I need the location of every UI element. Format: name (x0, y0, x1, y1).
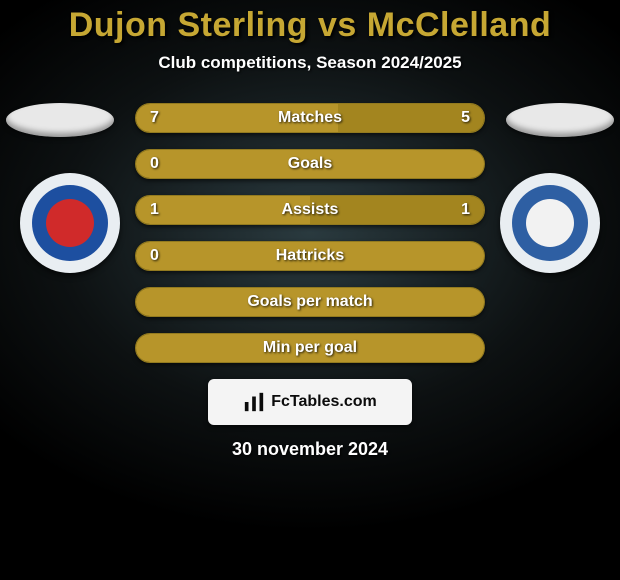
stat-bar-fill-right (338, 104, 484, 132)
comparison-panel: Matches75 Goals0 Assists11 Hattricks0 Goals … (0, 103, 620, 363)
club-badge-right (500, 173, 600, 273)
club-badge-left (20, 173, 120, 273)
stat-bar: Goals per match (135, 287, 485, 317)
stat-bar-fill-left (136, 196, 310, 224)
comparison-title: Dujon Sterling vs McClelland (0, 0, 620, 45)
player-right-name-oval (506, 103, 614, 137)
stat-bar-fill-left (136, 334, 484, 362)
stat-bar-fill-right (310, 196, 484, 224)
brand-badge[interactable]: FcTables.com (208, 379, 412, 425)
stat-bar: Assists11 (135, 195, 485, 225)
snapshot-date: 30 november 2024 (0, 439, 620, 460)
stat-bar-fill-left (136, 150, 484, 178)
stat-bar: Goals0 (135, 149, 485, 179)
stat-bar-fill-left (136, 242, 484, 270)
brand-bars-icon (243, 391, 265, 413)
comparison-subtitle: Club competitions, Season 2024/2025 (0, 53, 620, 73)
player-left-name-oval (6, 103, 114, 137)
stat-bar: Matches75 (135, 103, 485, 133)
brand-label: FcTables.com (271, 393, 377, 411)
badge-core (526, 199, 574, 247)
stat-bar-fill-left (136, 288, 484, 316)
stat-bar: Min per goal (135, 333, 485, 363)
stat-bar-fill-left (136, 104, 338, 132)
stat-bar: Hattricks0 (135, 241, 485, 271)
badge-core (46, 199, 94, 247)
stat-bars: Matches75 Goals0 Assists11 Hattricks0 Goals … (135, 103, 485, 363)
